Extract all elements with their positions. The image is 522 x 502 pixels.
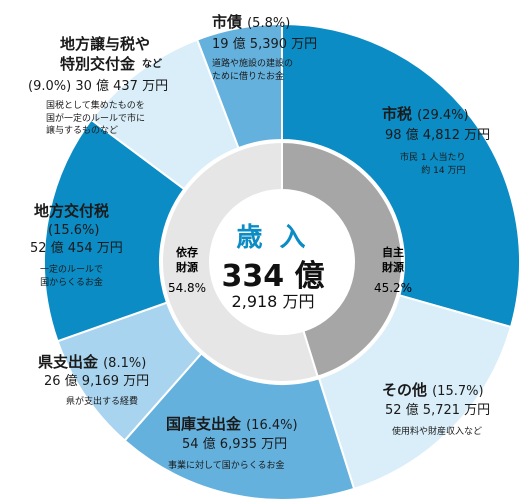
slice-name: 国庫支出金	[166, 415, 242, 433]
slice-note-shisai: 道路や施設の建設の ために借りたお金	[212, 59, 294, 82]
slice-note-shizei: 市民 1 人当たり 約 14 万円	[400, 153, 466, 176]
center-disc	[210, 190, 354, 334]
slice-amount-joyozei: (9.0%) 30 億 437 万円	[28, 80, 168, 93]
slice-note-kofuzei: 一定のルールで 国からくるお金	[40, 265, 104, 288]
slice-amount-kenshishutsu: 26 億 9,169 万円	[44, 374, 150, 389]
slice-amount-kofuzei: 52 億 454 万円	[30, 241, 123, 256]
slice-name-kofuzei: 地方交付税	[34, 202, 110, 220]
slice-percent-kofuzei: (15.6%)	[48, 223, 100, 238]
slice-label-kenshishutsu: 県支出金 (8.1%)	[38, 353, 147, 371]
slice-percent: (9.0%)	[28, 79, 72, 94]
slice-amount: 30 億 437 万円	[75, 79, 169, 94]
outer-slice-1	[317, 294, 513, 491]
outer-slice-4	[43, 118, 186, 343]
slice-name-suffix-joyozei: など	[142, 59, 162, 70]
slice-percent: (16.4%)	[246, 418, 298, 433]
chart-title: 歳 入	[236, 223, 310, 253]
inner-label-dependent: 依存 財源	[176, 246, 198, 274]
inner-label-own: 自主 財源	[382, 246, 404, 274]
slice-percent: (5.8%)	[247, 16, 291, 31]
slice-name: 市債	[212, 13, 243, 31]
slice-percent: (29.4%)	[417, 108, 469, 123]
slice-note-sonota: 使用料や財産収入など	[392, 427, 483, 437]
slice-amount-shisai: 19 億 5,390 万円	[212, 37, 318, 52]
slice-amount-sonota: 52 億 5,721 万円	[385, 403, 491, 418]
slice-note-joyozei: 国税として集めたものを 国が一定のルールで市に 譲与するものなど	[46, 101, 146, 137]
slice-amount-kokko: 54 億 6,935 万円	[182, 437, 288, 452]
slice-name: 市税	[382, 105, 413, 123]
total-value: 334 億	[221, 259, 325, 294]
slice-amount-shizei: 98 億 4,812 万円	[385, 128, 491, 143]
slice-name-joyozei: 地方譲与税や 特別交付金	[60, 35, 151, 74]
slice-note-kokko: 事業に対して国からくるお金	[168, 461, 285, 471]
slice-name: その他	[382, 381, 428, 399]
slice-label-sonota: その他 (15.7%)	[382, 381, 484, 399]
slice-percent: (8.1%)	[103, 356, 147, 371]
slice-note-kenshishutsu: 県が支出する経費	[66, 397, 139, 407]
slice-name: 県支出金	[38, 353, 99, 371]
slice-label-shisai: 市債 (5.8%)	[212, 13, 291, 31]
slice-label-shizei: 市税 (29.4%)	[382, 105, 469, 123]
slice-percent: (15.7%)	[432, 384, 484, 399]
total-subvalue: 2,918 万円	[231, 292, 315, 311]
outer-slice-6	[195, 22, 283, 150]
outer-slice-0	[281, 22, 521, 329]
slice-label-kokko: 国庫支出金 (16.4%)	[166, 415, 298, 433]
inner-label-own-pct: 45.2%	[373, 281, 413, 295]
inner-label-dependent-pct: 54.8%	[167, 281, 207, 295]
outer-slice-2	[123, 352, 356, 501]
